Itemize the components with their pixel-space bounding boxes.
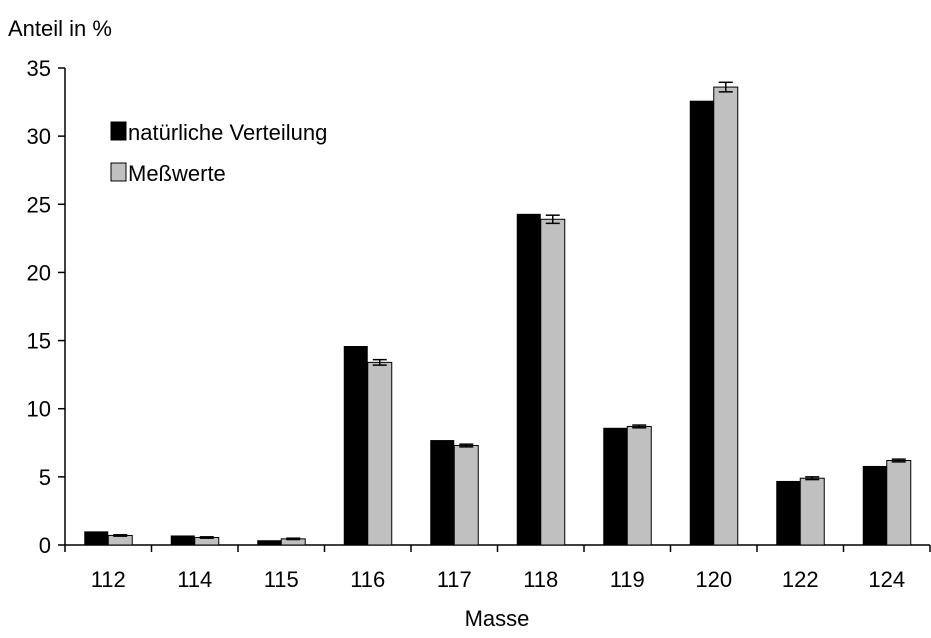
y-tick-label: 30 — [27, 124, 51, 149]
bars — [84, 81, 912, 546]
y-tick-label: 10 — [27, 397, 51, 422]
legend-label-measured: Meßwerte — [128, 161, 226, 186]
y-tick-label: 0 — [39, 533, 51, 558]
y-tick-label: 15 — [27, 329, 51, 354]
bar-measured — [626, 425, 652, 546]
x-tick-label: 124 — [868, 567, 905, 592]
bar-measured — [886, 460, 912, 546]
x-tick-label: 112 — [91, 567, 126, 592]
legend: natürliche Verteilung Meßwerte — [110, 120, 327, 186]
bar-natural — [430, 440, 455, 545]
y-axis-title: Anteil in % — [8, 16, 112, 41]
bar-measured — [713, 86, 739, 546]
bar-measured — [453, 445, 479, 546]
y-tick-label: 35 — [27, 56, 51, 81]
bar-natural — [516, 213, 541, 545]
bar-natural — [689, 100, 714, 546]
bar-natural — [343, 346, 368, 545]
bar-natural — [84, 531, 109, 545]
y-tick-label: 5 — [39, 465, 51, 490]
x-tick-label: 122 — [782, 567, 819, 592]
x-tick-label: 119 — [610, 567, 645, 592]
bar-natural — [257, 540, 282, 545]
x-tick-label: 120 — [695, 567, 732, 592]
bar-natural — [776, 480, 801, 545]
legend-swatch-natural — [110, 121, 127, 141]
legend-label-natural: natürliche Verteilung — [128, 120, 327, 145]
legend-swatch-measured — [110, 162, 127, 182]
bar-natural — [170, 535, 195, 545]
y-tick-label: 20 — [27, 260, 51, 285]
x-tick-label: 117 — [437, 567, 472, 592]
x-tick-label: 114 — [177, 567, 212, 592]
bar-natural — [603, 427, 628, 545]
x-tick-label: 118 — [523, 567, 558, 592]
bar-measured — [799, 477, 825, 546]
x-axis-title: Masse — [465, 606, 530, 631]
y-tick-label: 25 — [27, 192, 51, 217]
x-tick-label: 115 — [264, 567, 299, 592]
x-tick-label: 116 — [350, 567, 385, 592]
bar-measured — [367, 361, 393, 546]
bar-measured — [540, 218, 566, 546]
axes: 0 5 10 15 20 25 30 35 112 114 115 116 117 118 119 120 12… — [27, 56, 931, 592]
bar-natural — [862, 465, 887, 545]
